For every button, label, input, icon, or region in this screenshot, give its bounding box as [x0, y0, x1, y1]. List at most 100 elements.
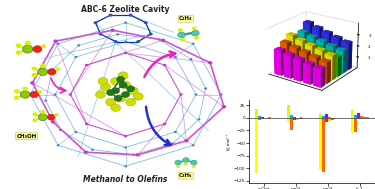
Circle shape [54, 113, 59, 116]
Circle shape [178, 28, 183, 32]
Circle shape [96, 91, 105, 98]
Circle shape [178, 32, 185, 38]
Circle shape [33, 46, 42, 53]
Circle shape [57, 43, 60, 45]
Circle shape [119, 82, 127, 88]
Circle shape [220, 93, 223, 96]
Circle shape [32, 73, 37, 77]
Text: C₃H₆: C₃H₆ [179, 173, 193, 178]
Bar [319, 118, 321, 170]
Circle shape [14, 89, 20, 93]
Bar [255, 109, 258, 118]
Bar [354, 115, 357, 118]
Circle shape [32, 67, 37, 71]
Circle shape [118, 72, 128, 79]
Circle shape [108, 14, 112, 17]
Circle shape [122, 91, 130, 98]
Bar [328, 118, 331, 121]
Circle shape [176, 165, 180, 168]
Circle shape [106, 90, 115, 96]
Circle shape [192, 30, 199, 36]
Text: C₂H₄: C₂H₄ [179, 16, 193, 21]
Bar [366, 117, 369, 118]
Circle shape [116, 94, 126, 102]
Circle shape [124, 22, 127, 24]
Bar [255, 118, 258, 173]
Bar [268, 117, 271, 118]
Text: CH₃OH: CH₃OH [16, 134, 36, 139]
Bar [332, 118, 334, 120]
Circle shape [184, 139, 189, 143]
Circle shape [30, 91, 39, 98]
Circle shape [189, 58, 192, 60]
Circle shape [51, 68, 54, 71]
Bar [293, 117, 296, 118]
Y-axis label: kJ mol⁻¹: kJ mol⁻¹ [227, 134, 231, 150]
Circle shape [47, 114, 55, 120]
Circle shape [116, 33, 119, 36]
Bar [265, 118, 267, 119]
Circle shape [32, 112, 38, 116]
Circle shape [85, 123, 88, 125]
Circle shape [124, 135, 128, 137]
Bar [297, 118, 299, 120]
Circle shape [57, 144, 60, 146]
Bar [360, 116, 363, 118]
Bar [319, 114, 321, 118]
Bar [300, 118, 303, 119]
Circle shape [222, 105, 226, 108]
Bar [303, 118, 306, 119]
Text: ABC-6 Zeolite Cavity: ABC-6 Zeolite Cavity [81, 5, 170, 14]
Bar [290, 118, 293, 130]
Circle shape [22, 45, 33, 53]
Circle shape [144, 21, 148, 24]
Circle shape [32, 118, 38, 122]
Circle shape [111, 88, 120, 94]
Bar [300, 117, 303, 118]
Circle shape [74, 131, 77, 133]
Circle shape [132, 153, 135, 156]
Circle shape [183, 158, 189, 163]
Circle shape [53, 40, 58, 43]
Circle shape [105, 98, 116, 106]
Bar [325, 118, 328, 122]
Circle shape [74, 56, 77, 58]
Circle shape [16, 43, 22, 48]
Circle shape [55, 67, 60, 71]
Circle shape [194, 36, 199, 40]
Circle shape [124, 146, 127, 149]
Circle shape [195, 93, 198, 96]
Circle shape [114, 40, 118, 43]
Circle shape [100, 83, 111, 91]
Circle shape [192, 27, 197, 30]
Bar [357, 113, 360, 118]
Circle shape [111, 29, 115, 32]
Circle shape [77, 44, 80, 46]
Circle shape [41, 44, 46, 48]
Bar [287, 105, 290, 118]
Circle shape [20, 91, 30, 98]
Bar [322, 118, 325, 172]
Circle shape [124, 52, 128, 54]
Circle shape [124, 165, 127, 167]
Bar [258, 118, 261, 120]
Circle shape [51, 120, 55, 124]
Bar [363, 117, 366, 118]
Circle shape [14, 96, 20, 100]
Circle shape [149, 33, 153, 36]
Circle shape [99, 33, 102, 36]
Circle shape [171, 143, 174, 145]
Bar [357, 118, 360, 119]
Bar [287, 118, 290, 122]
Bar [293, 118, 296, 120]
Bar [363, 118, 366, 119]
Circle shape [93, 21, 98, 24]
Text: Methanol to Olefins: Methanol to Olefins [84, 175, 168, 184]
Circle shape [54, 93, 57, 96]
Bar [360, 118, 363, 119]
Circle shape [127, 86, 135, 92]
Circle shape [38, 114, 47, 121]
Circle shape [161, 39, 165, 42]
Bar [261, 118, 264, 119]
Circle shape [124, 40, 127, 43]
